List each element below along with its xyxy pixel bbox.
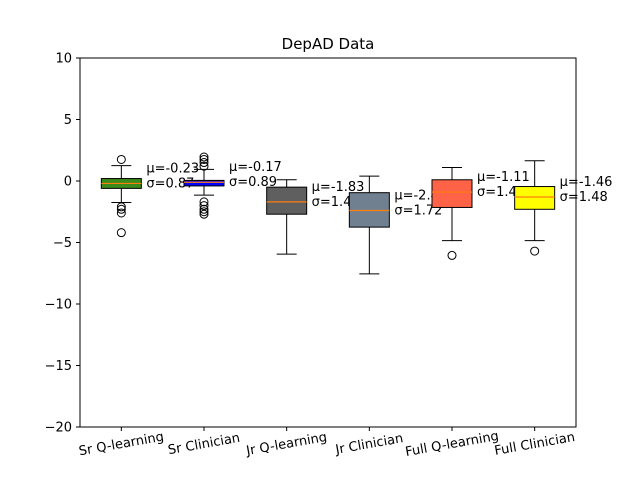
x-tick-label: Jr Clinician — [333, 431, 404, 458]
box-5 — [514, 186, 556, 210]
std-annotation: σ=1.48 — [560, 190, 608, 205]
x-tick-label: Full Q-learning — [404, 429, 500, 460]
outlier-point — [199, 209, 209, 219]
x-tick-label: Jr Q-learning — [244, 430, 328, 459]
outlier-point — [116, 204, 126, 214]
outlier-point — [116, 154, 126, 164]
outlier-point — [199, 154, 209, 164]
y-tick-label: −10 — [45, 298, 72, 313]
y-tick-label: −5 — [53, 236, 72, 251]
outlier-point — [199, 161, 209, 171]
box-1 — [183, 179, 225, 187]
box-2 — [266, 186, 308, 215]
x-tick-label: Sr Q-learning — [78, 430, 165, 460]
outlier-point — [199, 201, 209, 211]
outlier-point — [199, 204, 209, 214]
box-3 — [348, 192, 390, 228]
std-annotation: σ=1.47 — [312, 195, 360, 210]
outlier-point — [199, 207, 209, 217]
y-tick-label: 0 — [64, 175, 72, 190]
outlier-point — [116, 228, 126, 238]
x-tick-label: Full Clinician — [493, 430, 576, 459]
outlier-point — [447, 250, 457, 260]
mean-annotation: μ=-0.23 — [146, 161, 199, 176]
mean-annotation: μ=-1.46 — [560, 175, 613, 190]
outlier-point — [116, 208, 126, 218]
mean-annotation: μ=-0.17 — [229, 160, 282, 175]
outlier-point — [199, 158, 209, 168]
std-annotation: σ=0.89 — [229, 175, 277, 190]
y-tick-label: 10 — [55, 52, 72, 67]
plot-area: 10 5 0 −5 −10 −15 −20 μ=-0.23σ=0.87 Sr Q-learnin… — [45, 52, 613, 461]
box-4 — [431, 179, 473, 208]
mean-annotation: μ=-1.11 — [477, 170, 530, 185]
outlier-point — [116, 202, 126, 212]
x-tick-label: Sr Clinician — [167, 431, 241, 458]
y-tick-label: −15 — [45, 359, 72, 374]
y-tick-label: −20 — [45, 421, 72, 436]
outlier-point — [199, 152, 209, 162]
y-tick-label: 5 — [64, 113, 72, 128]
mean-annotation: μ=-1.83 — [312, 180, 365, 195]
outlier-point — [199, 197, 209, 207]
axes-frame — [79, 57, 577, 428]
std-annotation: σ=1.72 — [394, 204, 442, 219]
chart-title: DepAD Data — [282, 35, 375, 53]
std-annotation: σ=0.87 — [146, 176, 194, 191]
std-annotation: σ=1.47 — [477, 185, 525, 200]
outlier-point — [530, 246, 540, 256]
